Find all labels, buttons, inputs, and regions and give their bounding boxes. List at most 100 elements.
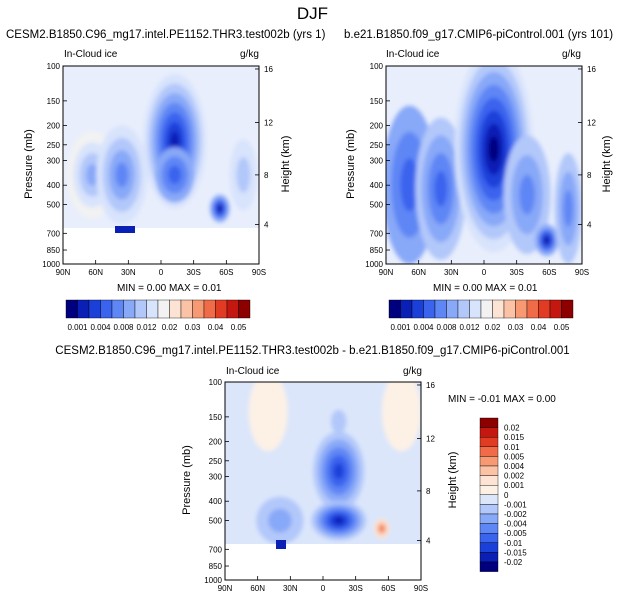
panel-1-xtick-label: 0 — [159, 268, 164, 277]
panel-1-surface-patch — [115, 226, 135, 233]
panel-3-colorbar-label: -0.01 — [504, 539, 523, 548]
panel-3-mask — [225, 544, 421, 580]
panel-1-colorbar-swatch — [65, 299, 78, 319]
panel-2-blob-south — [503, 135, 551, 255]
panel-1-blob-sh — [210, 194, 230, 223]
panel-1-colorbar-label: 0.02 — [162, 323, 178, 332]
panel-3-colorbar-label: 0.01 — [504, 443, 520, 452]
panel-1-height-label: 16 — [264, 65, 273, 74]
panel-1-colorbar-swatch — [123, 299, 136, 319]
panel-2-colorbar-swatch — [480, 299, 493, 319]
panel-3-colorbar-swatch — [479, 456, 499, 467]
panel-3-colorbar-label: 0.005 — [504, 452, 525, 461]
panel-3-xtick-label: 60S — [381, 584, 395, 593]
panel-2-blob-nh — [415, 117, 467, 261]
panel-3-ytick-label: 500 — [209, 516, 223, 525]
panel-1-colorbar-swatch — [215, 299, 228, 319]
panel-2-colorbar-label: 0.04 — [531, 323, 547, 332]
panel-2-colorbar-swatch — [457, 299, 470, 319]
panel-1-ytick-label: 400 — [47, 181, 61, 190]
panel-3-ytick-label: 250 — [209, 457, 223, 466]
panel-3-xtick-label: 0 — [321, 584, 326, 593]
panel-1-colorbar-swatch — [180, 299, 193, 319]
panel-1-blob-nh — [96, 125, 148, 225]
panel-2-colorbar-label: 0.02 — [485, 323, 501, 332]
panel-2-height-label: 12 — [587, 118, 596, 127]
panel-2-colorbar-label: 0.05 — [554, 323, 570, 332]
panel-3-colorbar-label: 0 — [504, 491, 509, 500]
panel-3-colorbar-label: 0.002 — [504, 472, 525, 481]
panel-1-ytick-label: 200 — [47, 122, 61, 131]
panel-3-colorbar-swatch — [479, 494, 499, 505]
panel-2-height-label: 4 — [587, 220, 592, 229]
panel-1-colorbar-swatch — [100, 299, 113, 319]
panel-3-ytick-label: 300 — [209, 472, 223, 481]
panel-2-ytick-label: 300 — [370, 156, 384, 165]
panel-1-colorbar-label: 0.008 — [113, 323, 134, 332]
panel-1-ytick-label: 500 — [47, 200, 61, 209]
panel-1-colorbar-swatch — [134, 299, 147, 319]
panel-3-ytick-label: 700 — [209, 545, 223, 554]
panel-2-xtick-label: 60S — [542, 268, 556, 277]
panel-3-colorbar-label: -0.004 — [504, 520, 527, 529]
panel-2-colorbar-swatch — [400, 299, 413, 319]
panel-1-colorbar-label: 0.05 — [231, 323, 247, 332]
panel-3-xtick-label: 30S — [349, 584, 363, 593]
panel-3-field-label: In-Cloud ice — [226, 366, 280, 377]
panel-1-colorbar: 0.001 0.004 0.008 0.012 0.02 0.03 0.04 0.05 — [65, 299, 251, 332]
panel-1-colorbar-label: 0.012 — [136, 323, 157, 332]
panel-3-contours — [248, 382, 421, 545]
panel-3-colorbar-swatch — [479, 513, 499, 524]
panel-3-height-label: 16 — [426, 381, 435, 390]
panel-2-xtick-label: 90N — [379, 268, 394, 277]
panel-3-colorbar-label: 0.004 — [504, 462, 525, 471]
panel-2-ytick-label: 1000 — [365, 260, 383, 269]
panel-2-colorbar-swatch — [434, 299, 447, 319]
panel-3-colorbar-label: -0.02 — [504, 558, 523, 567]
panel-2-blob-east — [554, 153, 582, 264]
panel-3-colorbar-swatch — [479, 465, 499, 476]
figure-title: DJF — [296, 4, 329, 23]
panel-2-colorbar-label: 0.03 — [508, 323, 524, 332]
panel-3-colorbar-label: -0.005 — [504, 529, 527, 538]
panel-1-colorbar-swatch — [77, 299, 90, 319]
panel-3-xtick-label: 60N — [250, 584, 265, 593]
panel-2-colorbar: 0.001 0.004 0.008 0.012 0.02 0.03 0.04 0.05 — [388, 299, 574, 332]
panel-2-colorbar-swatch — [492, 299, 505, 319]
panel-3-colorbar: 0.020.0150.010.0050.0040.0020.0010-0.001… — [479, 417, 527, 572]
panel-3-ytick-label: 400 — [209, 497, 223, 506]
panel-2-colorbar-label: 0.001 — [390, 323, 411, 332]
panel-2-colorbar-swatch — [503, 299, 516, 319]
panel-3-colorbar-swatch — [479, 523, 499, 534]
panel-2-xtick-label: 0 — [482, 268, 487, 277]
panel-3-blob-mid — [313, 431, 365, 511]
panel-2-ytick-label: 400 — [370, 181, 384, 190]
panel-2-ytick-label: 200 — [370, 122, 384, 131]
panel-2-colorbar-swatch — [423, 299, 436, 319]
panel-1-colorbar-swatch — [88, 299, 101, 319]
panel-2-colorbar-label: 0.004 — [413, 323, 434, 332]
panel-3-colorbar-label: 0.015 — [504, 433, 525, 442]
panel-3-blob-pos-sh — [373, 518, 390, 539]
panel-2-colorbar-swatch — [526, 299, 539, 319]
panel-3-colorbar-label: -0.015 — [504, 548, 527, 557]
panel-1-colorbar-label: 0.004 — [90, 323, 111, 332]
panel-3-stats: MIN = -0.01 MAX = 0.00 — [448, 394, 556, 405]
panel-3-colorbar-swatch — [479, 437, 499, 448]
panel-3-surface-patch — [276, 540, 286, 549]
panel-3-colorbar-label: -0.002 — [504, 510, 527, 519]
panel-1-title: CESM2.B1850.C96_mg17.intel.PE1152.THR3.t… — [6, 29, 326, 41]
panel-1-ytick-label: 850 — [47, 246, 61, 255]
panel-1-height-label: 8 — [264, 171, 269, 180]
panel-1-xtick-label: 90N — [56, 268, 71, 277]
panel-1-mask — [63, 228, 259, 264]
panel-3-colorbar-label: 0.001 — [504, 481, 525, 490]
panel-2-ytick-label: 500 — [370, 200, 384, 209]
panel-3-colorbar-swatch — [479, 504, 499, 515]
panel-3-xtick-label: 90S — [414, 584, 428, 593]
panel-2-colorbar-swatch — [549, 299, 562, 319]
panel-3-colorbar-swatch — [479, 561, 499, 572]
panel-3-ytick-label: 150 — [209, 413, 223, 422]
panel-2-ytick-label: 150 — [370, 97, 384, 106]
